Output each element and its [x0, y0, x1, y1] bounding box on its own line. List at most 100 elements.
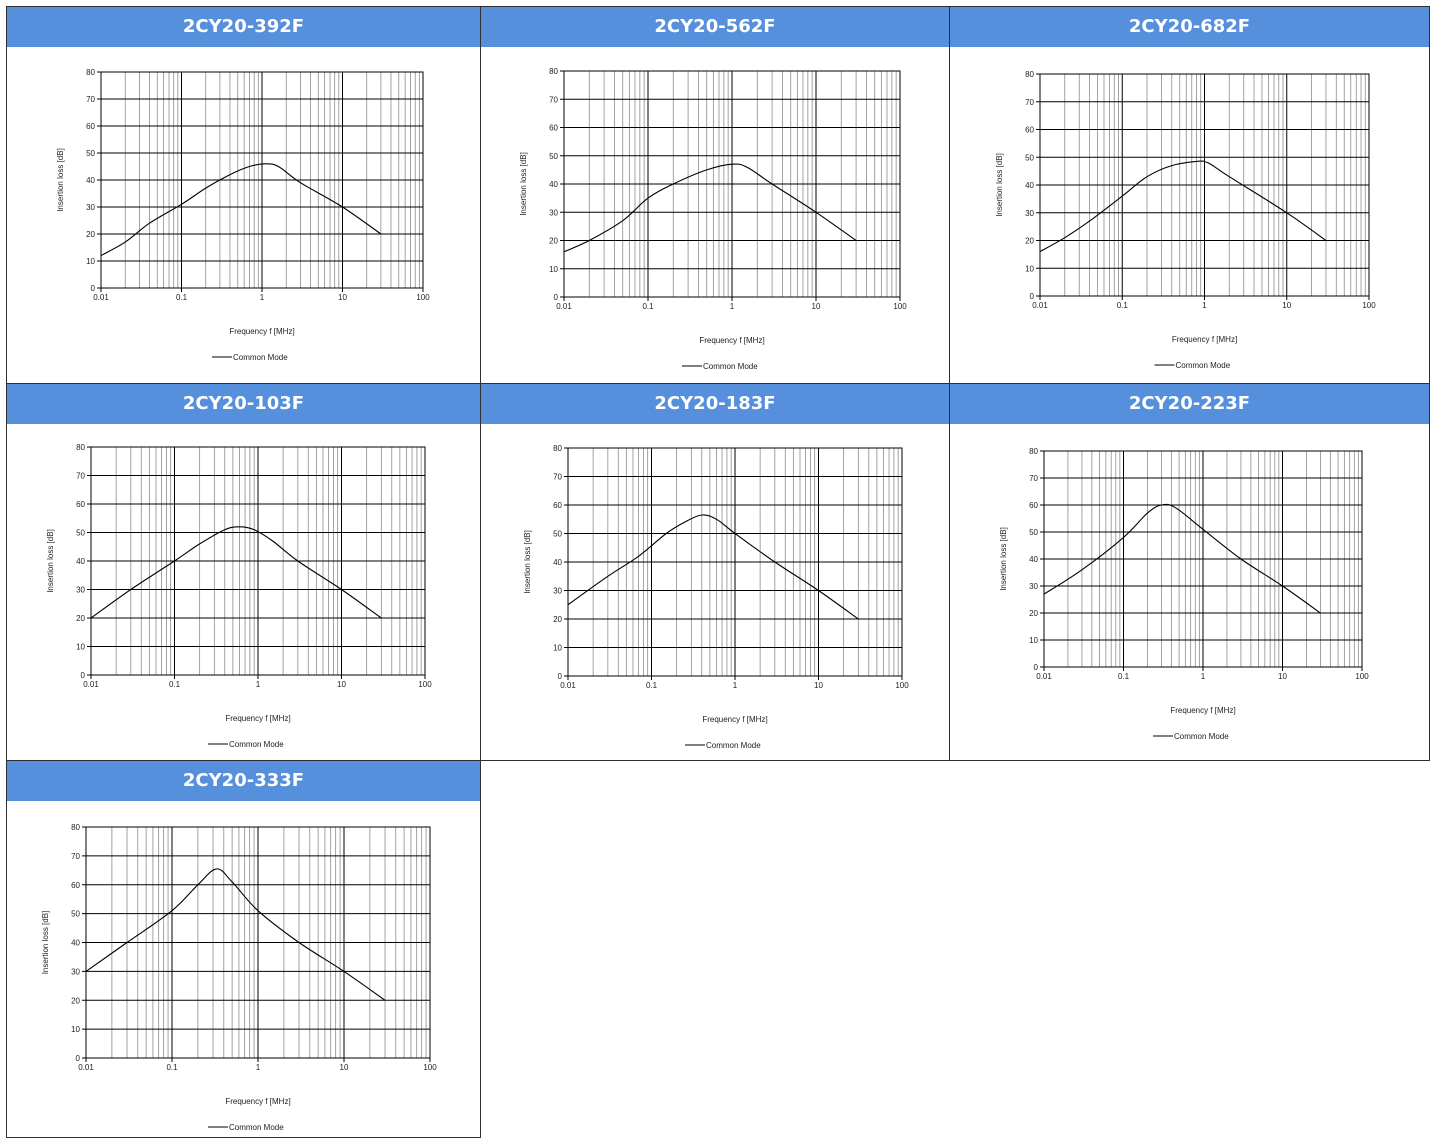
x-tick-label: 0.01 [556, 302, 572, 311]
y-tick-label: 0 [554, 293, 559, 302]
plot-border [1039, 73, 1370, 297]
y-tick-label: 80 [1025, 70, 1034, 79]
chart-title: 2CY20-333F [7, 761, 480, 801]
x-tick-label: 0.1 [169, 680, 181, 689]
chart-svg: 0 10 20 30 40 50 60 70 80 0.01 0.1 1 10 100 Insertion … [995, 70, 1376, 370]
x-tick-label: 100 [418, 680, 432, 689]
y-tick-label: 80 [1029, 447, 1038, 456]
y-axis-label: Insertion loss [dB] [519, 152, 528, 216]
y-tick-label: 0 [76, 1054, 81, 1063]
x-axis-label: Frequency f [MHz] [229, 327, 294, 336]
chart-cell-1: 2CY20-392F 0 10 20 30 40 50 60 70 80 0.01 0.1 1 10 100… [6, 6, 481, 384]
plot-border [567, 447, 903, 677]
y-tick-label: 10 [86, 257, 95, 266]
y-tick-label: 70 [71, 852, 80, 861]
x-axis-label: Frequency f [MHz] [225, 714, 290, 723]
chart-cell-3: 2CY20-682F 0 10 20 30 40 50 60 70 80 0.01 0.1 1 10 100… [949, 6, 1430, 384]
chart-svg: 0 10 20 30 40 50 60 70 80 0.01 0.1 1 10 100 Insertion … [46, 443, 432, 749]
y-tick-label: 10 [71, 1025, 80, 1034]
x-tick-label: 0.01 [93, 293, 109, 302]
y-tick-label: 30 [549, 208, 558, 217]
series-line-common-mode [100, 163, 382, 257]
plot-border [85, 826, 431, 1059]
y-tick-label: 30 [553, 587, 562, 596]
y-tick-label: 80 [549, 67, 558, 76]
chart-svg: 0 10 20 30 40 50 60 70 80 0.01 0.1 1 10 100 Insertion … [999, 447, 1369, 741]
x-tick-label: 0.01 [78, 1063, 94, 1072]
chart-title: 2CY20-392F [7, 7, 480, 47]
series-line-common-mode [1043, 503, 1321, 614]
y-tick-label: 70 [76, 472, 85, 481]
plot-border [1043, 450, 1363, 668]
plot-border [100, 71, 424, 289]
y-tick-label: 70 [86, 95, 95, 104]
y-tick-label: 80 [86, 68, 95, 77]
y-tick-label: 0 [91, 284, 96, 293]
x-tick-label: 1 [1201, 672, 1206, 681]
x-tick-label: 10 [338, 293, 347, 302]
chart-cell-5: 2CY20-183F 0 10 20 30 40 50 60 70 80 0.01 0.1 1 10 100… [480, 383, 950, 761]
empty-cell [481, 761, 950, 1138]
y-tick-label: 60 [553, 501, 562, 510]
chart-svg: 0 10 20 30 40 50 60 70 80 0.01 0.1 1 10 100 Insertion … [523, 444, 909, 750]
x-tick-label: 1 [256, 1063, 261, 1072]
x-tick-label: 100 [416, 293, 430, 302]
chart-svg: 0 10 20 30 40 50 60 70 80 0.01 0.1 1 10 100 Insertion … [41, 823, 437, 1132]
x-tick-label: 0.01 [1032, 301, 1048, 310]
chart-title: 2CY20-682F [950, 7, 1429, 47]
chart-plot: 0 10 20 30 40 50 60 70 80 0.01 0.1 1 10 100 Insertion … [7, 801, 480, 1137]
empty-cell [950, 761, 1430, 1138]
y-tick-label: 20 [76, 614, 85, 623]
y-axis-label: Insertion loss [dB] [999, 527, 1008, 591]
y-tick-label: 20 [1025, 237, 1034, 246]
x-tick-label: 100 [1362, 301, 1376, 310]
x-tick-label: 0.01 [1036, 672, 1052, 681]
y-tick-label: 20 [1029, 609, 1038, 618]
y-tick-label: 10 [1025, 264, 1034, 273]
legend-label: Common Mode [229, 1123, 284, 1132]
x-tick-label: 1 [730, 302, 735, 311]
x-tick-label: 1 [733, 681, 738, 690]
legend-label: Common Mode [233, 353, 288, 362]
y-axis-label: Insertion loss [dB] [995, 153, 1004, 217]
chart-cell-7: 2CY20-333F 0 10 20 30 40 50 60 70 80 0.01 0.1 1 10 100… [6, 760, 481, 1138]
y-tick-label: 20 [549, 237, 558, 246]
y-tick-label: 30 [71, 967, 80, 976]
y-tick-label: 80 [76, 443, 85, 452]
chart-title: 2CY20-223F [950, 384, 1429, 424]
x-tick-label: 0.1 [1118, 672, 1130, 681]
y-tick-label: 50 [76, 529, 85, 538]
x-tick-label: 0.01 [83, 680, 99, 689]
x-axis-label: Frequency f [MHz] [699, 336, 764, 345]
legend-label: Common Mode [1174, 732, 1229, 741]
series-line-common-mode [90, 526, 382, 619]
x-axis-label: Frequency f [MHz] [225, 1097, 290, 1106]
chart-grid: 2CY20-392F 0 10 20 30 40 50 60 70 80 0.01 0.1 1 10 100… [6, 6, 1430, 1138]
y-tick-label: 70 [1025, 98, 1034, 107]
y-axis-label: Insertion loss [dB] [56, 148, 65, 212]
y-tick-label: 50 [86, 149, 95, 158]
x-tick-label: 1 [256, 680, 261, 689]
y-tick-label: 40 [553, 558, 562, 567]
y-tick-label: 40 [1029, 555, 1038, 564]
x-tick-label: 10 [814, 681, 823, 690]
y-tick-label: 40 [1025, 181, 1034, 190]
chart-cell-2: 2CY20-562F 0 10 20 30 40 50 60 70 80 0.01 0.1 1 10 100… [480, 6, 950, 384]
y-tick-label: 70 [553, 473, 562, 482]
y-tick-label: 40 [86, 176, 95, 185]
x-tick-label: 10 [812, 302, 821, 311]
y-tick-label: 30 [86, 203, 95, 212]
legend-label: Common Mode [1176, 361, 1231, 370]
chart-plot: 0 10 20 30 40 50 60 70 80 0.01 0.1 1 10 100 Insertion … [481, 47, 949, 383]
y-tick-label: 0 [1034, 663, 1039, 672]
y-tick-label: 0 [81, 671, 86, 680]
x-axis-label: Frequency f [MHz] [702, 715, 767, 724]
x-tick-label: 0.1 [646, 681, 658, 690]
y-tick-label: 60 [86, 122, 95, 131]
y-tick-label: 60 [1029, 501, 1038, 510]
y-tick-label: 40 [549, 180, 558, 189]
y-tick-label: 60 [1025, 126, 1034, 135]
chart-svg: 0 10 20 30 40 50 60 70 80 0.01 0.1 1 10 100 Insertion … [519, 67, 907, 371]
y-tick-label: 40 [76, 557, 85, 566]
series-line-common-mode [85, 868, 386, 1001]
